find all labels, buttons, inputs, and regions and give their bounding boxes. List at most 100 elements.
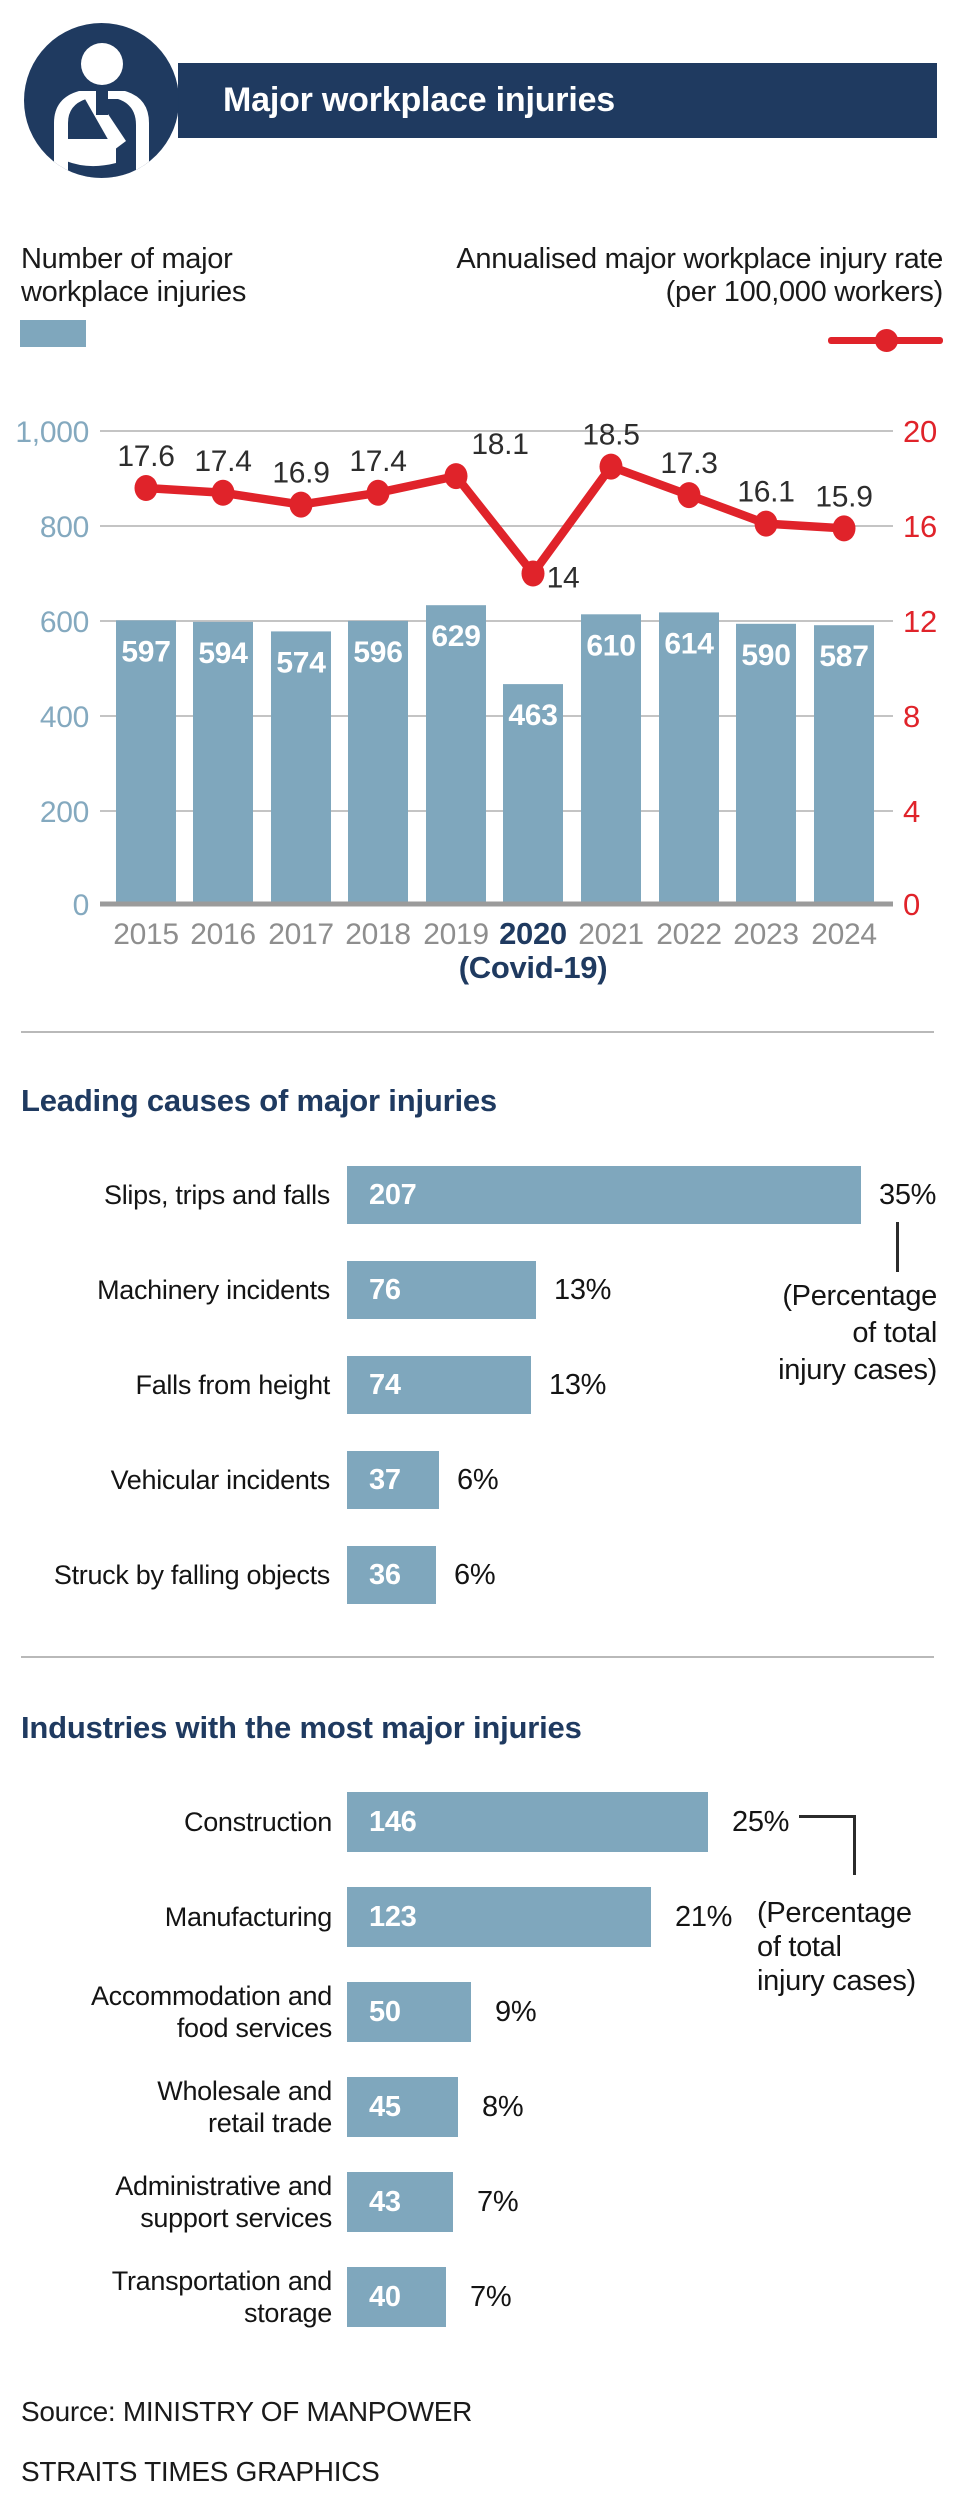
causes-annotation-connector	[896, 1222, 899, 1272]
bar-2022	[659, 612, 719, 904]
bar-2023	[736, 623, 796, 905]
h-bar: 45	[347, 2077, 458, 2137]
x-tick-2021: 2021	[578, 918, 644, 951]
percent-label: 21%	[675, 1900, 733, 1933]
bar-value: 587	[819, 640, 868, 673]
bar-value: 146	[369, 1805, 417, 1838]
percent-label: 6%	[454, 1558, 496, 1591]
rate-point-2016	[211, 479, 235, 506]
rate-value: 17.3	[660, 447, 717, 480]
injured-worker-icon	[24, 23, 179, 178]
rate-value: 17.4	[194, 445, 251, 478]
industries-annotation-connector-v	[853, 1815, 856, 1875]
rate-point-2017	[289, 491, 313, 518]
rate-value: 18.1	[471, 428, 528, 461]
x-tick-2018: 2018	[345, 918, 411, 951]
rate-value: 17.6	[117, 440, 174, 473]
industry-row: Administrative and support services 43 7%	[0, 2171, 960, 2233]
percent-label: 13%	[549, 1368, 607, 1401]
bar-2020	[503, 684, 563, 904]
bar-value: 76	[369, 1273, 401, 1306]
rate-point-2022	[677, 482, 701, 509]
source-line: Source: MINISTRY OF MANPOWER	[21, 2396, 473, 2427]
x-tick-2023: 2023	[733, 918, 799, 951]
x-tick-2019: 2019	[423, 918, 489, 951]
legend-bars-label: Number of major workplace injuries	[21, 243, 247, 308]
cause-row: Slips, trips and falls 207 35%	[0, 1166, 960, 1224]
bar-value: 629	[431, 620, 480, 653]
rate-point-2020	[521, 560, 545, 587]
bar-value: 45	[369, 2090, 401, 2123]
x-tick-2017: 2017	[268, 918, 334, 951]
bar-2018	[348, 620, 408, 904]
industry-row: Accommodation and food services 50 9%	[0, 1981, 960, 2043]
bar-2015	[116, 620, 176, 904]
covid-note: (Covid-19)	[459, 950, 608, 985]
bar-value: 37	[369, 1463, 401, 1496]
h-bar: 207	[347, 1166, 861, 1224]
rate-point-2021	[599, 453, 623, 480]
rate-value: 14	[547, 562, 580, 595]
bar-value: 43	[369, 2185, 401, 2218]
bar-2021	[581, 614, 641, 905]
industries-section-title: Industries with the most major injuries	[21, 1710, 582, 1745]
bar-value: 36	[369, 1558, 401, 1591]
causes-annotation: (Percentage of total injury cases)	[778, 1280, 937, 1386]
industry-row: Construction 146 25%	[0, 1792, 960, 1852]
cause-row: Vehicular incidents 37 6%	[0, 1451, 960, 1509]
bar-value: 207	[369, 1178, 417, 1211]
industries-annotation-connector-h	[799, 1815, 856, 1818]
bar-value: 594	[198, 637, 248, 670]
divider	[21, 1031, 934, 1033]
divider	[21, 1656, 934, 1658]
bar-legend-swatch	[20, 320, 86, 347]
bar-2019	[426, 605, 486, 904]
rate-value: 15.9	[815, 480, 872, 513]
industries-annotation: (Percentage of total injury cases)	[757, 1897, 916, 1997]
h-bar: 146	[347, 1792, 708, 1852]
rate-value: 18.5	[582, 419, 639, 452]
h-bar: 40	[347, 2267, 446, 2327]
right-axis-tick: 16	[903, 509, 937, 544]
category-label: Vehicular incidents	[110, 1465, 331, 1495]
percent-label: 8%	[482, 2090, 524, 2123]
percent-label: 7%	[470, 2280, 512, 2313]
category-label: Manufacturing	[164, 1902, 333, 1932]
x-tick-2024: 2024	[811, 918, 877, 951]
category-label: Slips, trips and falls	[104, 1180, 330, 1210]
right-axis-tick: 0	[903, 887, 920, 922]
h-bar: 74	[347, 1356, 531, 1414]
rate-line	[141, 462, 849, 578]
category-label: Machinery incidents	[97, 1275, 330, 1305]
bar-value: 614	[664, 627, 714, 660]
category-label: Transportation and storage	[111, 2266, 333, 2328]
right-axis-tick: 4	[903, 794, 920, 829]
left-axis-tick: 800	[40, 511, 89, 544]
rate-value: 16.9	[272, 457, 329, 490]
rate-point-2015	[134, 475, 158, 501]
page-title: Major workplace injuries	[223, 81, 615, 119]
bar-2016	[193, 621, 253, 904]
cause-row: Struck by falling objects 36 6%	[0, 1546, 960, 1604]
percent-label: 6%	[457, 1463, 499, 1496]
percent-label: 9%	[495, 1995, 537, 2028]
rate-value: 17.4	[349, 445, 406, 478]
category-label: Accommodation and food services	[90, 1981, 332, 2043]
h-bar: 37	[347, 1451, 439, 1509]
bar-2017	[271, 631, 331, 904]
causes-section-title: Leading causes of major injuries	[21, 1083, 497, 1118]
h-bar: 43	[347, 2172, 453, 2232]
line-legend-dot	[875, 329, 898, 352]
bar-value: 123	[369, 1900, 417, 1933]
category-label: Construction	[184, 1807, 332, 1837]
x-tick-2015: 2015	[113, 918, 179, 951]
category-label: Administrative and support services	[115, 2171, 332, 2233]
bar-value: 463	[508, 699, 557, 732]
bar-value: 597	[121, 635, 170, 668]
x-tick-2016: 2016	[190, 918, 256, 951]
left-axis-tick: 0	[73, 889, 89, 922]
category-label: Struck by falling objects	[53, 1560, 330, 1590]
x-tick-2022: 2022	[656, 918, 722, 951]
